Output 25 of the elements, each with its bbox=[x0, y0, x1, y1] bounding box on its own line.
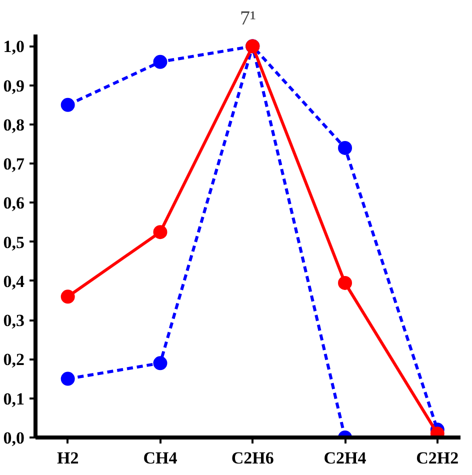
y-tick-label: 0,6 bbox=[3, 194, 24, 213]
point bbox=[60, 98, 75, 112]
y-tick-label: 0,3 bbox=[3, 311, 24, 330]
x-tick-label: CH4 bbox=[143, 448, 178, 468]
point bbox=[338, 276, 352, 290]
y-tick-label: 0,8 bbox=[3, 115, 24, 134]
y-tick-label: 0,4 bbox=[3, 272, 25, 291]
point bbox=[153, 54, 168, 69]
y-tick-label: 0,7 bbox=[3, 154, 25, 174]
x-tick-label: H2 bbox=[56, 448, 79, 468]
chart-title: 7¹ bbox=[240, 8, 256, 30]
point bbox=[153, 225, 168, 240]
x-tick-label: C2H4 bbox=[324, 448, 367, 468]
x-tick-label: C2H6 bbox=[231, 448, 274, 468]
y-tick-label: 0,2 bbox=[3, 350, 24, 370]
y-tick-label: 0,0 bbox=[3, 428, 24, 448]
point bbox=[338, 140, 352, 155]
y-tick-label: 0,1 bbox=[3, 389, 24, 408]
y-tick-label: 0,9 bbox=[3, 76, 24, 96]
point bbox=[60, 290, 75, 304]
y-tick-label: 1,0 bbox=[3, 37, 24, 56]
x-tick-label: C2H2 bbox=[416, 448, 459, 468]
point bbox=[60, 372, 75, 386]
point bbox=[153, 356, 168, 370]
y-tick-label: 0,5 bbox=[3, 232, 24, 252]
